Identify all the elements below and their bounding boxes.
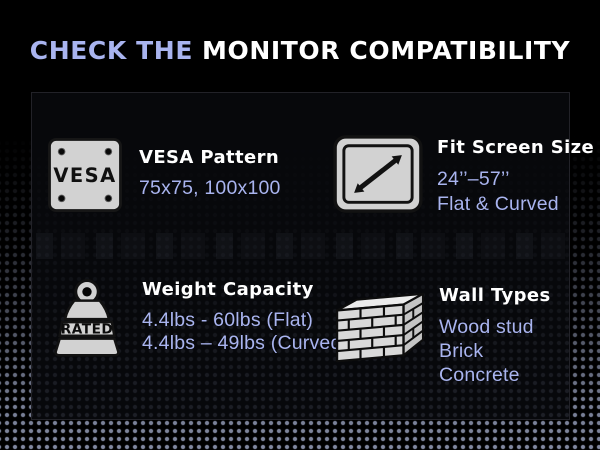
- feature-weight-capacity: RATED Weight Capacity 4.4lbs - 60lbs (Fl…: [46, 277, 348, 373]
- feature-value: 24’’–57’’: [437, 168, 510, 190]
- feature-value: 4.4lbs - 60lbs (Flat): [142, 309, 314, 331]
- feature-value: Brick: [439, 340, 484, 362]
- content-panel: VESA VESA Pattern 75x75, 100x100 Fit: [31, 92, 594, 420]
- page-title: CHECK THE MONITOR COMPATIBILITY: [0, 36, 600, 65]
- feature-wall-types: Wall Types Wood stud Brick Concrete: [335, 285, 551, 387]
- weight-rated-label: RATED: [61, 321, 113, 337]
- feature-value: Concrete: [439, 364, 520, 386]
- feature-value: 4.4lbs – 49lbs (Curved): [142, 332, 349, 354]
- page-title-rest: MONITOR COMPATIBILITY: [202, 36, 571, 65]
- feature-heading: Weight Capacity: [142, 279, 314, 300]
- feature-heading: Fit Screen Size: [437, 137, 595, 158]
- faint-skyline-texture: [36, 233, 565, 259]
- feature-fit-screen-size: Fit Screen Size 24’’–57’’ Flat & Curved: [333, 135, 594, 217]
- vesa-plate-label: VESA: [53, 164, 116, 187]
- feature-heading: Wall Types: [439, 285, 551, 306]
- feature-heading: VESA Pattern: [139, 147, 280, 168]
- page-title-highlight: CHECK THE: [29, 36, 193, 65]
- vesa-plate-icon: VESA: [47, 137, 123, 213]
- screen-size-icon: [333, 135, 423, 213]
- feature-vesa-pattern: VESA VESA Pattern 75x75, 100x100: [47, 137, 281, 213]
- feature-value: Flat & Curved: [437, 193, 559, 215]
- brick-wall-icon: [335, 285, 429, 371]
- feature-value: 75x75, 100x100: [139, 177, 281, 199]
- feature-value: Wood stud: [439, 316, 534, 338]
- weight-rated-icon: RATED: [46, 277, 128, 373]
